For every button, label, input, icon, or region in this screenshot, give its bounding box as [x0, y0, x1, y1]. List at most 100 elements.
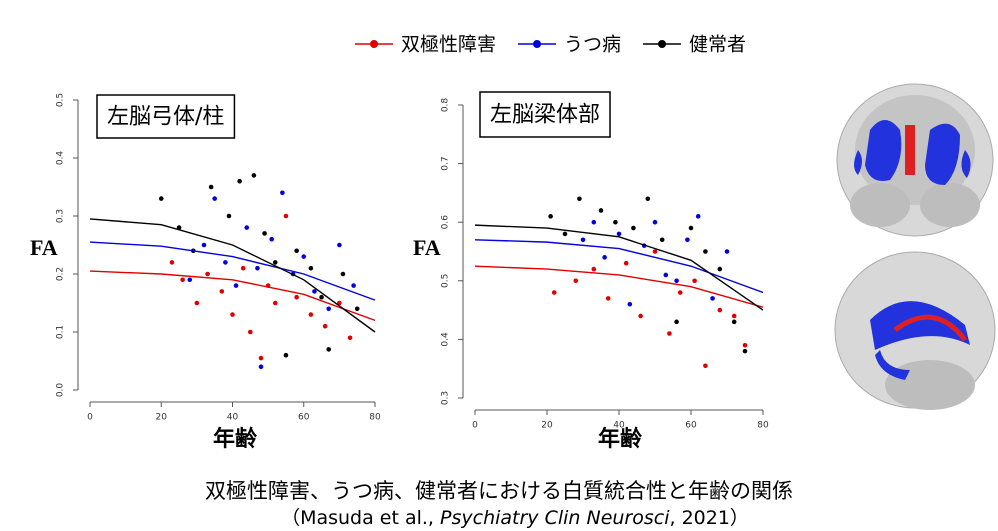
- x-tick-label: 0: [472, 421, 478, 431]
- legend-swatch: [370, 40, 378, 48]
- citation-text: , 2021）: [669, 507, 748, 529]
- y-tick-label: 0.3: [441, 391, 451, 405]
- point: [688, 225, 694, 231]
- point: [180, 277, 185, 283]
- y-tick-label: 0.3: [56, 209, 66, 223]
- point: [262, 231, 267, 236]
- point: [169, 260, 175, 265]
- point: [663, 272, 669, 278]
- title-box: [96, 94, 236, 139]
- point: [326, 347, 331, 352]
- y-tick-label: 0.2: [56, 267, 66, 281]
- point: [659, 237, 665, 243]
- caption: 双極性障害、うつ病、健常者における白質統合性と年齢の関係: [205, 479, 793, 503]
- point: [591, 219, 597, 225]
- point: [319, 294, 324, 300]
- citation-text: （Masuda et al.,: [281, 507, 440, 529]
- y-tick-label: 0.4: [56, 151, 66, 166]
- point: [710, 296, 715, 301]
- point: [226, 213, 232, 219]
- point: [562, 231, 568, 237]
- point: [742, 348, 748, 354]
- y-axis-label: FA: [30, 235, 58, 260]
- point: [294, 294, 299, 300]
- x-tick-label: 0: [87, 413, 93, 423]
- legend-label: うつ病: [564, 34, 621, 56]
- y-tick-label: 0.8: [441, 98, 451, 113]
- fit-line: [474, 224, 764, 311]
- point: [638, 313, 643, 319]
- point: [248, 329, 253, 335]
- legend-label: 双極性障害: [401, 34, 496, 56]
- point: [312, 289, 317, 294]
- point: [548, 214, 553, 219]
- point: [322, 323, 328, 329]
- point: [283, 213, 289, 219]
- point: [580, 237, 586, 243]
- point: [219, 289, 225, 294]
- citation: （Masuda et al., Psychiatry Clin Neurosci…: [281, 507, 749, 529]
- point: [212, 196, 217, 201]
- x-tick-label: 60: [298, 413, 310, 423]
- point: [354, 306, 360, 312]
- point: [731, 313, 737, 319]
- x-axis-label: 年齢: [213, 426, 258, 452]
- legend-swatch: [533, 40, 542, 48]
- point: [652, 219, 658, 225]
- point: [598, 208, 604, 213]
- point: [158, 196, 164, 201]
- y-axis-label: FA: [413, 235, 441, 260]
- point: [301, 254, 307, 259]
- point: [272, 260, 278, 265]
- point: [205, 271, 210, 277]
- fit-line: [474, 239, 764, 294]
- y-tick-label: 0.6: [441, 215, 451, 230]
- point: [237, 178, 242, 184]
- point: [223, 260, 228, 265]
- y-tick-label: 0.0: [56, 383, 66, 398]
- point: [240, 265, 246, 271]
- point: [337, 300, 342, 306]
- point: [208, 184, 214, 190]
- point: [703, 249, 708, 254]
- point: [573, 278, 579, 284]
- legend-swatch: [658, 40, 667, 48]
- point: [613, 219, 618, 225]
- point: [337, 242, 342, 248]
- chart-title: 左脳梁体部: [490, 103, 600, 128]
- point: [616, 231, 622, 237]
- point: [674, 278, 679, 284]
- y-tick-label: 0.5: [56, 93, 66, 107]
- chart-title: 左脳弓体/柱: [107, 105, 224, 130]
- x-tick-label: 40: [227, 413, 239, 423]
- point: [551, 290, 557, 295]
- point: [623, 260, 629, 266]
- point: [308, 312, 314, 317]
- fit-line: [474, 265, 764, 308]
- point: [645, 196, 651, 202]
- citation-journal: Psychiatry Clin Neurosci: [440, 507, 670, 529]
- brain-image-axial: [836, 83, 994, 237]
- point: [194, 300, 200, 306]
- point: [717, 266, 723, 272]
- point: [201, 242, 207, 248]
- y-tick-label: 0.5: [441, 274, 451, 288]
- point: [326, 306, 331, 312]
- x-tick-label: 40: [613, 421, 625, 431]
- x-tick-label: 20: [541, 421, 553, 431]
- point: [667, 331, 672, 336]
- point: [251, 173, 257, 178]
- y-tick-label: 0.7: [441, 156, 451, 170]
- x-tick-label: 20: [156, 413, 168, 423]
- point: [269, 236, 274, 242]
- point: [605, 296, 611, 301]
- title-box: [479, 91, 611, 138]
- fit-line: [89, 270, 376, 322]
- point: [233, 283, 239, 288]
- point: [631, 225, 636, 231]
- point: [717, 307, 723, 313]
- point: [244, 225, 250, 230]
- point: [652, 249, 658, 254]
- fit-line: [89, 241, 376, 301]
